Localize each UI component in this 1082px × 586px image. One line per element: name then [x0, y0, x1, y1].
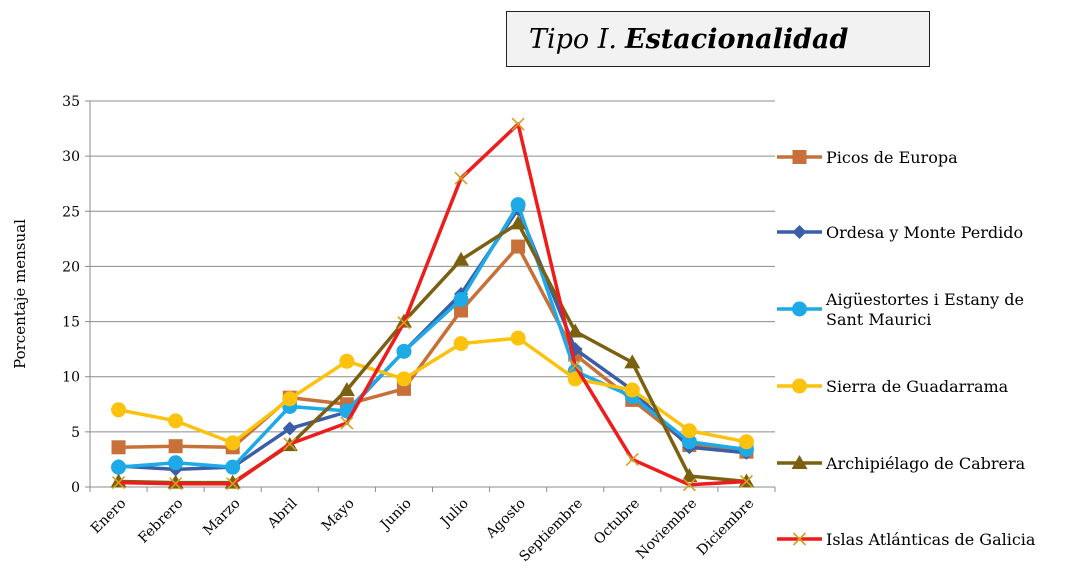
data-point — [454, 303, 469, 318]
chart-title-emphasis: Estacionalidad — [625, 23, 849, 55]
data-point — [111, 459, 127, 475]
legend-label: Picos de Europa — [826, 148, 958, 167]
data-point — [397, 316, 411, 330]
data-point — [396, 371, 412, 387]
data-point — [453, 292, 469, 308]
y-tick-label: 5 — [71, 425, 80, 441]
axes — [85, 100, 776, 492]
legend-marker — [792, 301, 807, 317]
data-point — [511, 117, 525, 131]
legend-label: Ordesa y Monte Perdido — [826, 223, 1023, 242]
x-tick-label: Enero — [88, 496, 129, 537]
chart-title-prefix: Tipo I. — [529, 23, 618, 55]
series-line — [118, 122, 747, 487]
data-point — [567, 323, 584, 338]
x-tick-label: Marzo — [200, 496, 243, 539]
x-tick-label: Mayo — [319, 496, 358, 535]
x-tick-label: Octubre — [591, 496, 643, 548]
x-tick-label: Diciembre — [694, 496, 757, 559]
x-tick-label: Julio — [437, 496, 472, 531]
legend-item: Islas Atlánticas de Galicia — [777, 530, 1036, 549]
data-point — [453, 336, 469, 352]
series-line — [118, 221, 747, 485]
data-point — [624, 382, 640, 398]
data-point — [168, 413, 184, 429]
legend-label: Sant Maurici — [826, 310, 931, 329]
data-point — [738, 434, 754, 450]
data-point — [111, 402, 127, 418]
data-point — [681, 434, 697, 450]
data-point — [168, 439, 183, 454]
gridlines — [90, 100, 775, 433]
legend-marker — [791, 455, 808, 469]
chart-title-box: Tipo I. Estacionalidad — [506, 11, 930, 67]
data-point — [681, 423, 697, 439]
data-point — [226, 477, 240, 491]
data-point — [681, 467, 698, 482]
y-tick-label: 20 — [62, 259, 80, 275]
data-point — [111, 440, 126, 455]
data-point — [282, 391, 298, 407]
y-tick-label: 10 — [62, 370, 80, 386]
x-tick-label: Agosto — [482, 496, 528, 542]
data-point — [624, 354, 641, 369]
data-point — [169, 477, 183, 491]
y-tick-label: 25 — [62, 204, 80, 220]
x-tick-labels: Enero Febrero Marzo Abril Mayo Junio Julio Agos… — [88, 495, 757, 565]
data-point — [225, 459, 241, 475]
series-line — [118, 336, 747, 445]
data-point — [510, 197, 526, 213]
legend: Picos de Europa Ordesa y Monte Perdido Aig… — [777, 148, 1036, 549]
data-point — [168, 455, 184, 471]
legend-marker — [792, 378, 807, 394]
data-point — [339, 353, 355, 369]
series-1 — [111, 202, 754, 477]
data-point — [111, 476, 126, 490]
y-tick-label: 15 — [62, 315, 80, 331]
legend-marker — [792, 225, 807, 239]
data-point — [282, 421, 297, 436]
legend-item: Picos de Europa — [777, 148, 958, 167]
series-5 — [111, 117, 754, 492]
series-lines — [110, 117, 755, 492]
x-tick-label: Abril — [264, 495, 301, 532]
data-point — [625, 452, 639, 466]
legend-marker — [792, 150, 807, 164]
data-point — [510, 330, 526, 346]
data-point — [338, 381, 355, 396]
data-point — [225, 435, 241, 451]
data-point — [453, 251, 470, 266]
data-point — [682, 478, 696, 492]
legend-item: Sierra de Guadarrama — [777, 377, 1009, 396]
y-axis-label: Porcentaje mensual — [11, 219, 29, 369]
legend-label: Islas Atlánticas de Galicia — [826, 530, 1036, 549]
series-3 — [111, 330, 754, 451]
y-tick-label: 35 — [62, 94, 80, 110]
x-tick-label: Noviembre — [633, 496, 700, 563]
data-point — [340, 416, 354, 430]
x-tick-label: Febrero — [135, 496, 186, 547]
y-tick-labels: 0 5 10 15 20 25 30 35 — [62, 94, 80, 496]
data-point — [511, 239, 526, 254]
legend-label: Sierra de Guadarrama — [826, 377, 1009, 396]
legend-label: Aigüestortes i Estany de — [825, 290, 1024, 309]
y-tick-label: 30 — [62, 149, 80, 165]
y-tick-label: 0 — [71, 480, 80, 496]
legend-item: Archipiélago de Cabrera — [777, 454, 1026, 473]
legend-marker — [792, 532, 807, 546]
data-point — [283, 437, 297, 451]
data-point — [568, 359, 582, 373]
series-line — [118, 244, 747, 454]
series-0 — [111, 239, 754, 459]
data-point — [739, 474, 754, 489]
data-point — [396, 343, 412, 359]
x-tick-label: Junio — [376, 496, 415, 535]
legend-label: Archipiélago de Cabrera — [825, 454, 1026, 473]
legend-item: Ordesa y Monte Perdido — [777, 223, 1023, 242]
data-point — [454, 171, 468, 185]
series-line — [118, 202, 747, 469]
data-point — [510, 215, 527, 230]
